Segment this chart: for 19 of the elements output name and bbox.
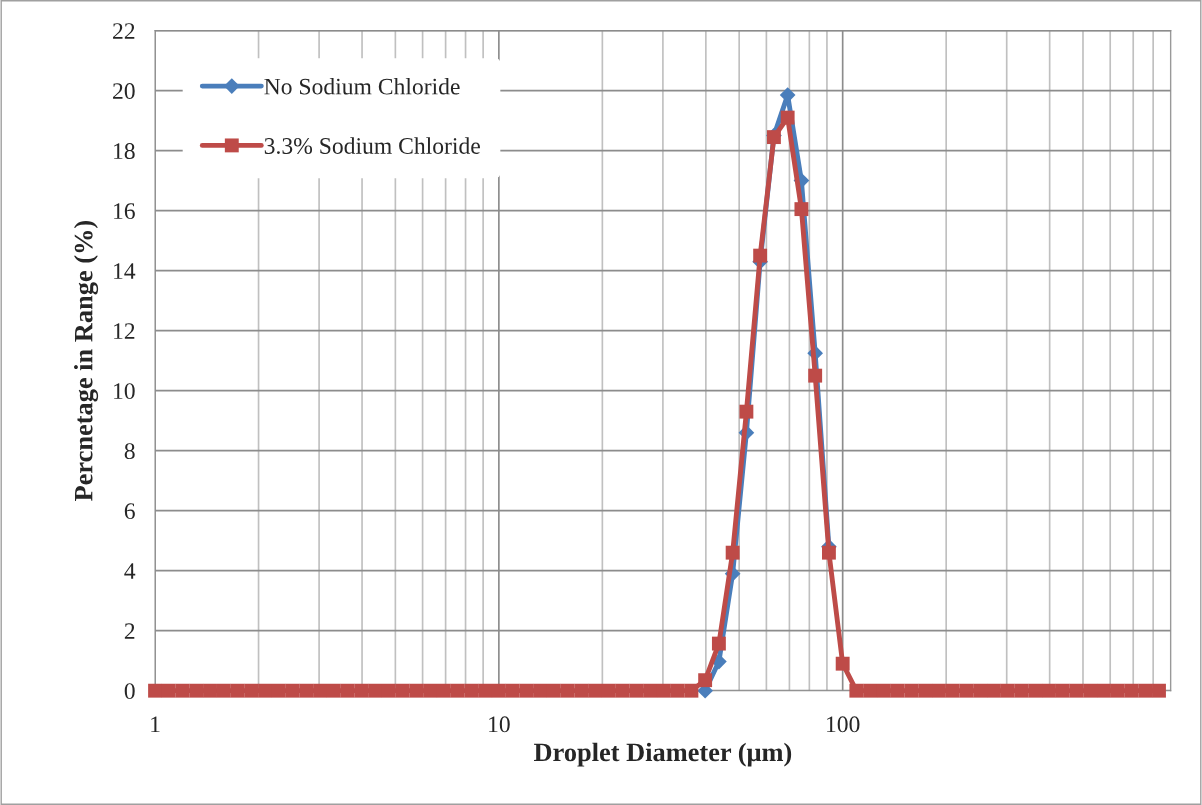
y-tick-label: 6: [124, 503, 135, 520]
y-tick-label: 20: [113, 83, 135, 100]
y-tick-label: 0: [124, 683, 135, 700]
legend-label: No Sodium Chloride: [264, 77, 460, 95]
y-tick-label: 16: [114, 203, 135, 220]
y-tick-label: 22: [113, 23, 135, 39]
x-tick-label: 1: [151, 716, 160, 733]
x-axis-title: Droplet Diameter (μm): [533, 742, 792, 767]
x-tick-label: 10: [489, 716, 510, 733]
y-tick-label: 10: [114, 383, 135, 400]
y-tick-label: 2: [124, 623, 135, 639]
y-tick-label: 14: [114, 263, 136, 279]
y-axis-title: Percnetage in Range (%): [73, 220, 99, 502]
y-tick-label: 4: [124, 563, 136, 579]
y-tick-label: 18: [114, 143, 135, 160]
x-tick-label: 100: [827, 716, 860, 733]
y-tick-label: 8: [124, 443, 135, 460]
legend-label: 3.3% Sodium Chloride: [264, 137, 480, 155]
y-tick-label: 12: [114, 323, 135, 339]
